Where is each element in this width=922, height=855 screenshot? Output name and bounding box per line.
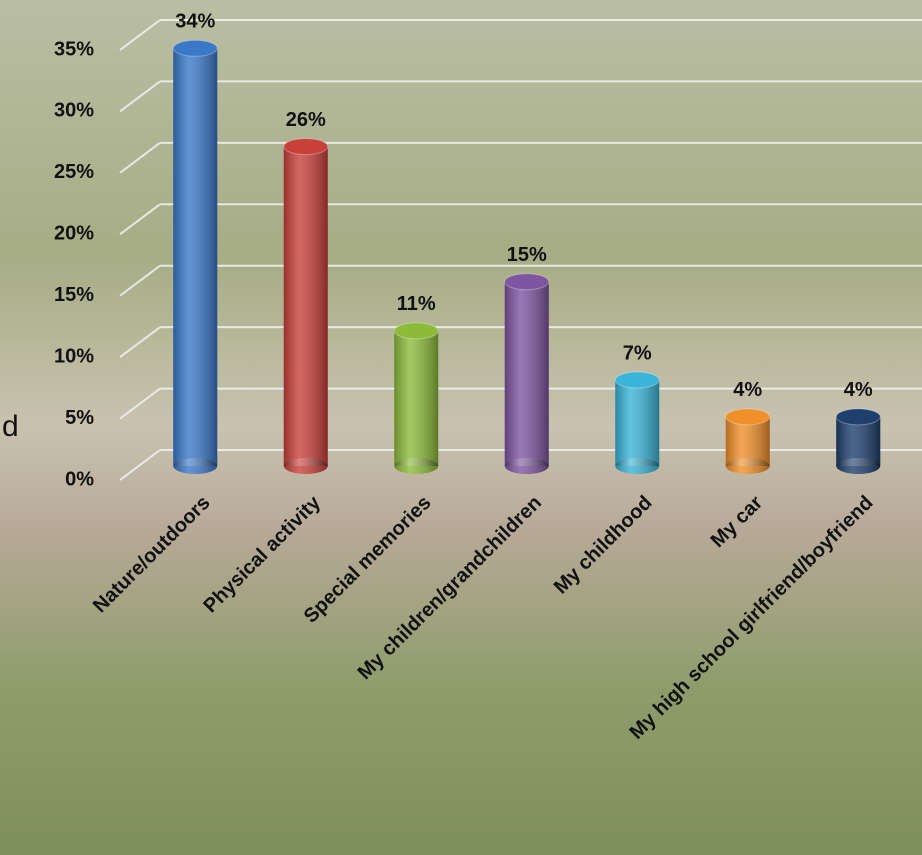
grid-line (119, 264, 161, 297)
y-tick-label: 15% (54, 284, 94, 306)
grid-line (119, 449, 161, 481)
bar-cap (283, 138, 329, 156)
y-tick-label: 20% (54, 223, 94, 245)
bar-base-shade (836, 458, 881, 474)
y-tick-label: 10% (54, 345, 94, 367)
y-tick-label: 0% (65, 468, 94, 490)
bar-base-shade (615, 458, 660, 474)
bar-cap (614, 371, 660, 389)
grid-line (119, 142, 161, 174)
bar-cap (504, 273, 550, 291)
grid-line (119, 203, 161, 236)
grid-line (119, 326, 161, 358)
y-tick-label: 5% (65, 407, 94, 429)
grid-line (119, 387, 161, 420)
bar-shade (615, 380, 660, 466)
bar-base-shade (173, 458, 218, 474)
y-tick-label: 35% (54, 38, 94, 60)
bar-base-shade (283, 458, 328, 474)
value-label: 7% (623, 342, 652, 364)
y-tick-label: 30% (54, 100, 94, 122)
bar-base-shade (504, 458, 549, 474)
bar-shade (725, 416, 770, 466)
bar-cap (172, 39, 218, 57)
annotation: d (2, 410, 19, 443)
bar-shade (283, 146, 328, 467)
value-label: 34% (175, 11, 215, 33)
grid-line (119, 19, 161, 51)
bar-shade (173, 48, 218, 467)
bar-shade (836, 416, 881, 466)
bar-cap (393, 322, 439, 340)
bar-shade (394, 330, 439, 466)
value-label: 15% (507, 244, 547, 266)
value-label: 4% (844, 379, 873, 401)
bar-cap (835, 408, 881, 426)
y-tick-label: 25% (54, 161, 94, 183)
bar-shade (504, 281, 549, 466)
grid-line (119, 80, 161, 113)
value-label: 11% (397, 293, 436, 315)
bar-base-shade (394, 458, 439, 474)
bar-base-shade (725, 458, 770, 474)
value-label: 26% (286, 109, 326, 131)
bar-cap (725, 408, 771, 426)
value-label: 4% (733, 379, 762, 401)
